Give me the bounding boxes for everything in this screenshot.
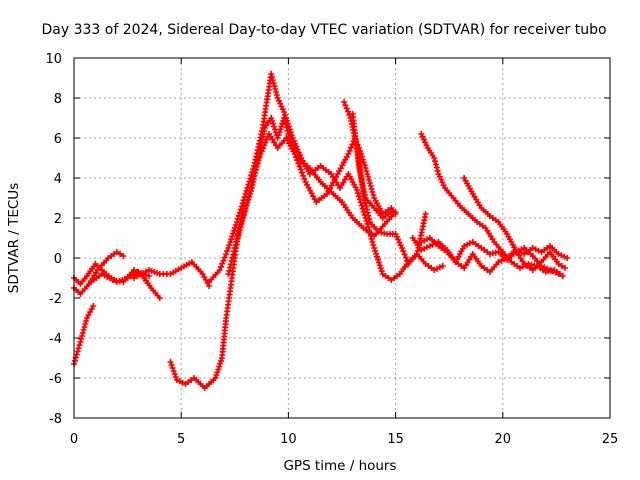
x-tick-label: 25 bbox=[602, 432, 619, 447]
y-tick-label: 10 bbox=[45, 52, 62, 67]
plot-frame bbox=[73, 57, 611, 419]
series-markers bbox=[418, 235, 568, 275]
x-tick-label: 20 bbox=[495, 432, 512, 447]
series-markers bbox=[71, 303, 97, 367]
y-tick-label: 2 bbox=[54, 212, 62, 227]
axes: 0 5 10 15 20 25 -8 -6 -4 -2 0 2 4 6 8 10 bbox=[45, 52, 618, 447]
y-tick-label: -8 bbox=[49, 412, 62, 427]
y-tick-label: 6 bbox=[54, 132, 62, 147]
y-tick-label: -2 bbox=[49, 292, 62, 307]
series-markers bbox=[349, 111, 395, 221]
series-markers bbox=[418, 131, 566, 279]
grid bbox=[74, 58, 610, 418]
series-track-5 bbox=[131, 259, 213, 289]
x-tick-label: 0 bbox=[70, 432, 78, 447]
x-tick-label: 15 bbox=[387, 432, 404, 447]
y-tick-label: 8 bbox=[54, 92, 62, 107]
series-markers bbox=[131, 259, 213, 289]
y-tick-label: 4 bbox=[54, 172, 62, 187]
x-axis-label: GPS time / hours bbox=[283, 458, 396, 474]
y-tick-label: 0 bbox=[54, 252, 62, 267]
y-tick-label: -6 bbox=[49, 372, 62, 387]
series-markers bbox=[461, 175, 571, 261]
series-track-1 bbox=[71, 303, 97, 367]
series-track-10 bbox=[349, 111, 395, 221]
chart-title: Day 333 of 2024, Sidereal Day-to-day VTE… bbox=[41, 22, 606, 38]
x-tick-label: 10 bbox=[280, 432, 297, 447]
y-tick-label: -4 bbox=[49, 332, 62, 347]
x-tick-label: 5 bbox=[177, 432, 185, 447]
data-series bbox=[71, 71, 571, 391]
series-track-14 bbox=[418, 235, 568, 275]
y-axis-label: SDTVAR / TECUs bbox=[6, 183, 22, 293]
